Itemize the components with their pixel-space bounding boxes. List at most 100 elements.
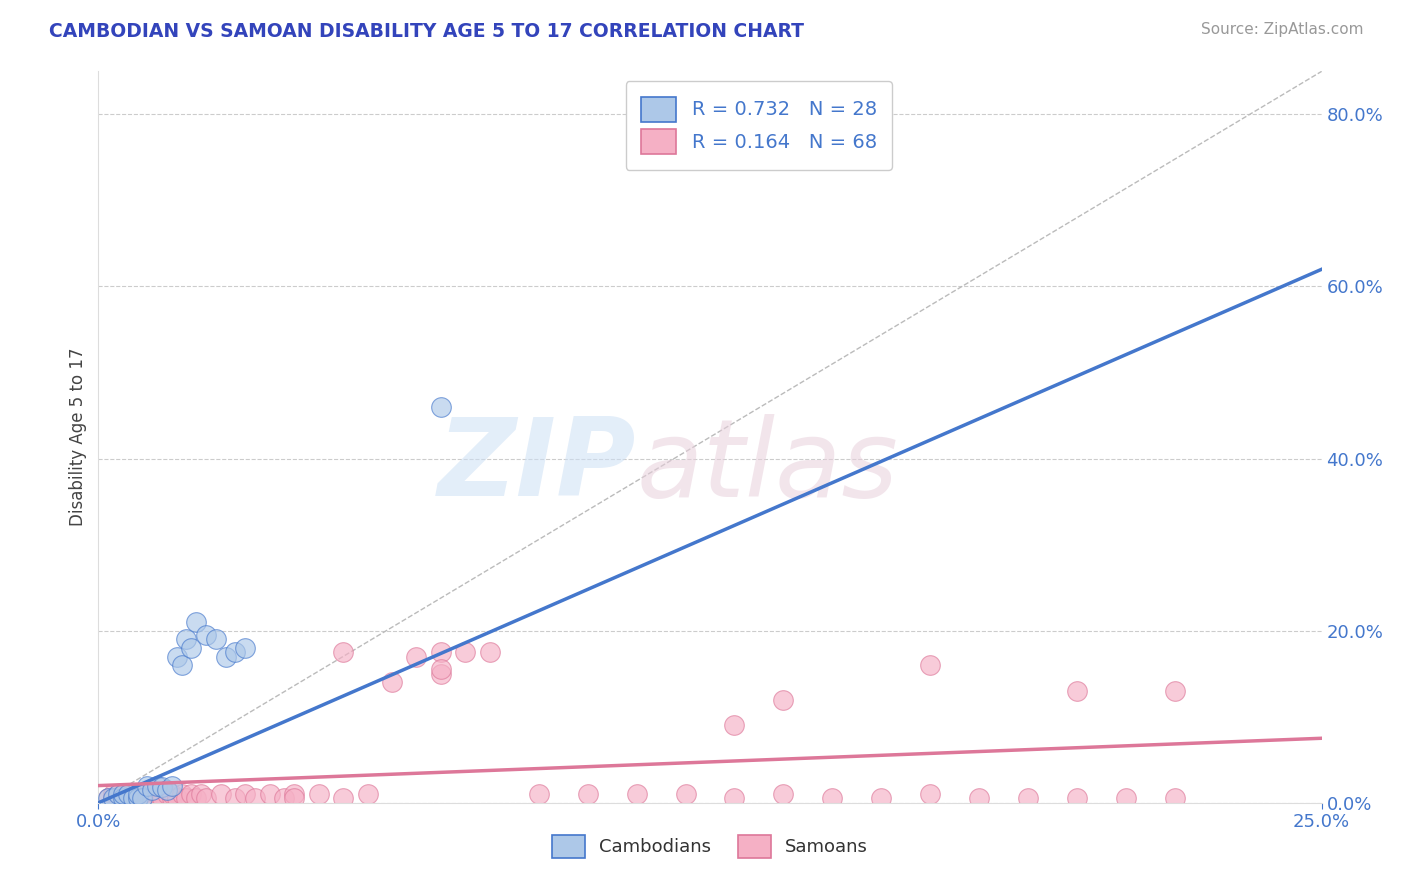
Point	[356, 787, 378, 801]
Point	[136, 787, 159, 801]
Point	[146, 787, 169, 801]
Point	[101, 791, 124, 805]
Point	[332, 645, 354, 659]
Point	[166, 791, 188, 805]
Point	[107, 787, 129, 801]
Point	[97, 791, 120, 805]
Point	[1164, 684, 1187, 698]
Point	[772, 787, 794, 801]
Text: atlas: atlas	[637, 414, 898, 519]
Point	[1164, 791, 1187, 805]
Point	[176, 791, 198, 805]
Point	[1066, 684, 1088, 698]
Point	[156, 783, 179, 797]
Point	[332, 791, 354, 805]
Legend: Cambodians, Samoans: Cambodians, Samoans	[543, 826, 877, 867]
Point	[127, 791, 149, 805]
Point	[141, 783, 163, 797]
Point	[186, 791, 208, 805]
Point	[209, 787, 232, 801]
Point	[1017, 791, 1039, 805]
Point	[772, 692, 794, 706]
Point	[283, 787, 305, 801]
Point	[430, 645, 453, 659]
Point	[723, 718, 745, 732]
Point	[150, 791, 173, 805]
Point	[156, 787, 179, 801]
Point	[920, 658, 942, 673]
Point	[214, 649, 236, 664]
Point	[626, 787, 648, 801]
Point	[381, 675, 404, 690]
Point	[1115, 791, 1137, 805]
Y-axis label: Disability Age 5 to 17: Disability Age 5 to 17	[69, 348, 87, 526]
Text: Source: ZipAtlas.com: Source: ZipAtlas.com	[1201, 22, 1364, 37]
Point	[160, 779, 183, 793]
Text: ZIP: ZIP	[439, 413, 637, 519]
Point	[170, 658, 193, 673]
Point	[430, 662, 453, 676]
Point	[117, 791, 139, 805]
Point	[405, 649, 427, 664]
Point	[127, 787, 149, 801]
Point	[101, 791, 124, 805]
Point	[259, 787, 281, 801]
Point	[121, 791, 143, 805]
Point	[180, 787, 202, 801]
Point	[111, 791, 134, 805]
Point	[180, 640, 202, 655]
Point	[233, 787, 256, 801]
Point	[430, 666, 453, 681]
Point	[243, 791, 266, 805]
Point	[121, 791, 143, 805]
Point	[131, 791, 153, 805]
Point	[195, 791, 218, 805]
Point	[190, 787, 212, 801]
Point	[675, 107, 697, 121]
Point	[186, 615, 208, 629]
Point	[146, 779, 169, 793]
Point	[160, 787, 183, 801]
Point	[131, 791, 153, 805]
Point	[478, 645, 501, 659]
Point	[233, 640, 256, 655]
Point	[870, 791, 893, 805]
Point	[723, 791, 745, 805]
Point	[127, 791, 149, 805]
Point	[127, 787, 149, 801]
Point	[967, 791, 990, 805]
Point	[111, 787, 134, 801]
Point	[920, 787, 942, 801]
Point	[136, 779, 159, 793]
Point	[136, 791, 159, 805]
Point	[160, 791, 183, 805]
Point	[97, 791, 120, 805]
Point	[176, 632, 198, 647]
Point	[141, 791, 163, 805]
Point	[576, 787, 599, 801]
Point	[111, 787, 134, 801]
Point	[117, 787, 139, 801]
Point	[170, 787, 193, 801]
Point	[430, 400, 453, 414]
Point	[224, 645, 246, 659]
Point	[150, 780, 173, 795]
Point	[527, 787, 550, 801]
Text: CAMBODIAN VS SAMOAN DISABILITY AGE 5 TO 17 CORRELATION CHART: CAMBODIAN VS SAMOAN DISABILITY AGE 5 TO …	[49, 22, 804, 41]
Point	[131, 787, 153, 801]
Point	[821, 791, 844, 805]
Point	[101, 787, 124, 801]
Point	[224, 791, 246, 805]
Point	[121, 787, 143, 801]
Point	[1066, 791, 1088, 805]
Point	[273, 791, 295, 805]
Point	[111, 791, 134, 805]
Point	[283, 791, 305, 805]
Point	[117, 787, 139, 801]
Point	[675, 787, 697, 801]
Point	[166, 649, 188, 664]
Point	[308, 787, 330, 801]
Point	[195, 628, 218, 642]
Point	[107, 787, 129, 801]
Point	[205, 632, 228, 647]
